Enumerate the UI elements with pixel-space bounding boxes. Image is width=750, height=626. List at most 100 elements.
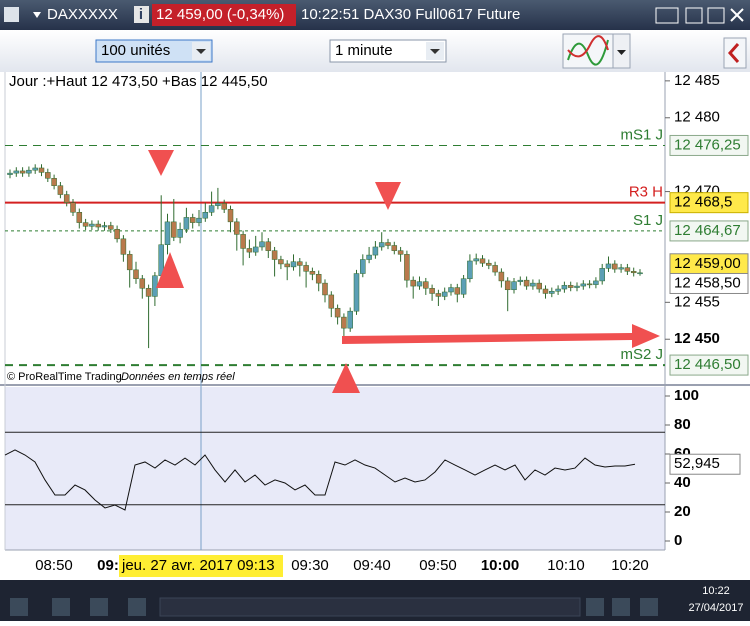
y-tick-label: 100 (674, 387, 699, 404)
clock-date: 27/04/2017 (688, 602, 743, 614)
candle-body (171, 221, 177, 238)
candle-body (51, 178, 57, 186)
level-label-box (669, 134, 749, 156)
task-icon[interactable] (612, 598, 630, 616)
candle-body (454, 287, 461, 295)
scrollbar[interactable] (159, 597, 581, 617)
close-button[interactable] (730, 8, 744, 22)
candle-body (101, 225, 108, 228)
window-button[interactable] (655, 7, 679, 24)
candle-body (95, 223, 101, 228)
side-arrow (727, 43, 740, 63)
y-tick-label: 12 485 (674, 72, 720, 89)
candle-body (252, 246, 259, 253)
candle-body (605, 263, 612, 269)
candle-body (599, 268, 605, 282)
candle-body (63, 194, 70, 203)
candle-body (328, 294, 335, 309)
candle-body (460, 278, 467, 295)
dropdown-arrow[interactable] (33, 12, 41, 18)
menu-icon[interactable] (4, 7, 19, 22)
instrument-info: 10:22:51 DAX30 Full0617 Future (301, 6, 520, 23)
candle-body (322, 282, 328, 296)
y-tick-label: 12 480 (674, 109, 720, 126)
level-label: 12 476,25 (674, 136, 741, 153)
candle-body (498, 271, 505, 282)
candle-body (221, 203, 227, 210)
oscillator-line (4, 449, 636, 511)
level-name: S1 J (633, 212, 663, 229)
candle-body (259, 241, 265, 248)
candle-body (13, 170, 20, 174)
price-label: 12 459,00 (674, 255, 741, 272)
candle-body (567, 285, 574, 288)
candle-body (189, 217, 196, 223)
candle-body (372, 246, 379, 256)
task-icon[interactable] (10, 598, 28, 616)
candle-body (19, 170, 26, 174)
candle-body (315, 274, 322, 284)
candle-body (126, 254, 133, 271)
candle-body (549, 290, 555, 294)
realtime-note: Données en temps réel (121, 371, 235, 383)
level-name: mS2 J (620, 346, 663, 363)
candle-body (303, 265, 309, 272)
candle-body (479, 258, 486, 264)
candle-body (353, 273, 360, 312)
info-icon[interactable] (134, 6, 149, 23)
annotation-triangle (148, 150, 174, 176)
candle-body (561, 285, 568, 290)
chart-header: Jour :+Haut 12 473,50 +Bas 12 445,50 (9, 73, 268, 90)
x-tick-label: 10:10 (547, 557, 585, 574)
candle-body (278, 259, 284, 265)
candle-body (133, 269, 139, 279)
price-label: 12 458,50 (674, 274, 741, 291)
side-button[interactable] (723, 37, 747, 69)
candle-body (108, 225, 114, 230)
candle-body (366, 254, 372, 260)
y-tick-label: 40 (674, 474, 691, 491)
candle-body (378, 242, 385, 248)
candle-body (511, 281, 517, 291)
y-tick-label: 12 450 (674, 330, 720, 347)
dropdown-arrow (430, 49, 440, 54)
x-tick-label: 09:30 (291, 557, 329, 574)
price-label-box (669, 272, 749, 294)
candle-body (271, 250, 278, 260)
candle-body (334, 307, 341, 318)
task-icon[interactable] (640, 598, 658, 616)
candle-body (435, 293, 442, 297)
task-icon[interactable] (52, 598, 70, 616)
candle-body (504, 280, 511, 291)
candle-body (637, 272, 643, 275)
symbol[interactable]: DAXXXXX (47, 6, 118, 23)
candle-body (32, 167, 38, 171)
candle-body (215, 203, 221, 206)
quote: 12 459,00 (-0,34%) (156, 6, 284, 23)
candle-body (517, 279, 524, 282)
dropdown-arrow (196, 49, 206, 54)
info-glyph: i (139, 6, 143, 23)
candle-body (341, 316, 347, 329)
y-tick-label: 12 455 (674, 293, 720, 310)
candle-body (429, 288, 435, 294)
task-icon[interactable] (90, 598, 108, 616)
level-name: mS1 J (620, 126, 663, 143)
minimize-button[interactable] (685, 7, 703, 24)
candle-body (586, 283, 593, 286)
y-tick-label: 80 (674, 416, 691, 433)
units: 100 unités (101, 42, 170, 59)
candle-body (45, 172, 51, 179)
level-name: R3 H (629, 184, 663, 201)
task-icon[interactable] (128, 598, 146, 616)
level-label: 12 464,67 (674, 222, 741, 239)
oscillator-panel (5, 387, 665, 550)
task-icon[interactable] (586, 598, 604, 616)
candle-body (120, 238, 127, 255)
candle-body (290, 261, 297, 268)
maximize-button[interactable] (707, 7, 725, 24)
units-dropdown[interactable] (95, 39, 213, 63)
interval-dropdown[interactable] (329, 39, 447, 63)
